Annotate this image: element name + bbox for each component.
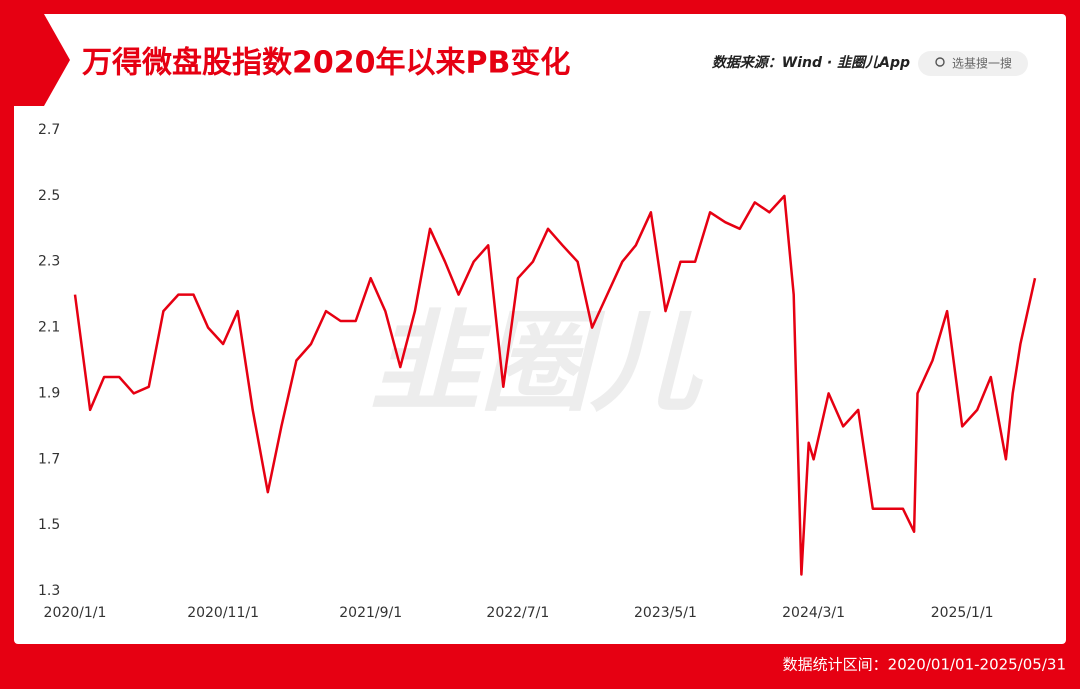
footnote: 数据统计区间：2020/01/01-2025/05/31: [783, 656, 1066, 674]
line: [73, 194, 1037, 576]
y-tick-label: 1.3: [38, 583, 60, 599]
y-tick-label: 1.9: [38, 385, 60, 401]
x-tick-label: 2020/11/1: [187, 605, 259, 621]
x-tick-label: 2024/3/1: [782, 605, 845, 621]
x-tick-label: 2021/9/1: [339, 605, 402, 621]
watermark: 韭圈儿: [370, 298, 704, 426]
y-tick-label: 1.5: [38, 517, 60, 533]
y-tick-label: 1.7: [38, 451, 60, 467]
y-tick-label: 2.3: [38, 254, 60, 270]
search-icon: [935, 57, 945, 67]
y-tick-label: 2.1: [38, 320, 60, 336]
search-text[interactable]: 选基搜一搜: [952, 56, 1012, 71]
source: 数据来源：Wind · 韭圈儿App: [712, 54, 910, 71]
search-box[interactable]: [918, 51, 1028, 76]
y-tick-label: 2.7: [38, 122, 60, 138]
x-tick-label: 2023/5/1: [634, 605, 697, 621]
title-arrow: [14, 14, 70, 106]
y-tick-label: 2.5: [38, 188, 60, 204]
chart-title: 万得微盘股指数2020年以来PB变化: [82, 46, 570, 81]
x-tick-label: 2022/7/1: [486, 605, 549, 621]
x-tick-label: 2025/1/1: [931, 605, 994, 621]
card: [14, 14, 1066, 644]
x-tick-label: 2020/1/1: [44, 605, 107, 621]
